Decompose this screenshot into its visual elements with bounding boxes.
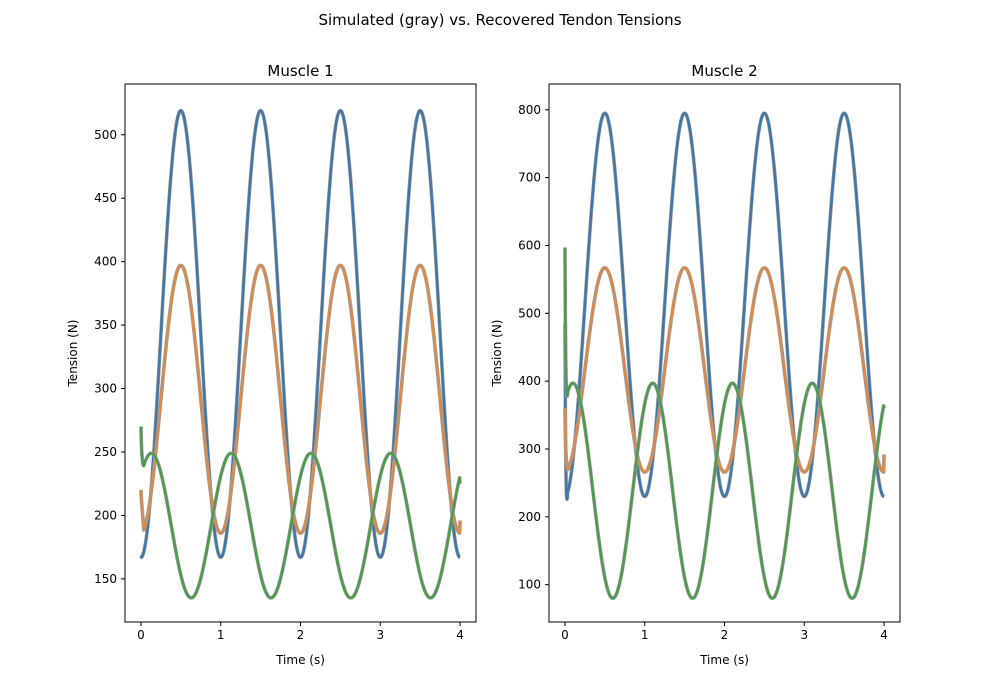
simulated-series-line-3: [563, 247, 886, 601]
recovered-series-line-3: [139, 426, 462, 600]
recovered-series-line-2: [139, 264, 462, 535]
x-tick-label: 1: [641, 628, 649, 642]
x-axis-label: Time (s): [699, 653, 749, 667]
x-tick-label: 0: [561, 628, 569, 642]
y-tick-label: 250: [94, 445, 117, 459]
y-tick-label: 500: [94, 128, 117, 142]
figure-title: Simulated (gray) vs. Recovered Tendon Te…: [318, 11, 682, 29]
x-tick-label: 1: [217, 628, 225, 642]
x-tick-label: 4: [456, 628, 464, 642]
y-tick-label: 300: [518, 442, 541, 456]
y-tick-label: 800: [518, 103, 541, 117]
y-tick-label: 150: [94, 572, 117, 586]
x-tick-label: 4: [880, 628, 888, 642]
recovered-series-line-3: [563, 247, 886, 600]
y-tick-label: 700: [518, 171, 541, 185]
simulated-series-line-1: [139, 108, 462, 560]
y-axis-label: Tension (N): [490, 320, 504, 388]
y-tick-label: 600: [518, 238, 541, 252]
x-tick-label: 2: [721, 628, 729, 642]
plot-frame: [124, 83, 477, 623]
subplot-title: Muscle 2: [691, 62, 757, 80]
y-tick-label: 400: [94, 255, 117, 269]
plot-frame: [548, 83, 901, 623]
y-tick-label: 200: [94, 508, 117, 522]
recovered-series-line-1: [563, 111, 885, 501]
chart-2: 0 1 2 3 4 100 200 300 400 500 600 700 800 Muscle 2 Tim…: [490, 62, 901, 667]
y-tick-label: 400: [518, 374, 541, 388]
y-tick-label: 350: [94, 318, 117, 332]
x-tick-label: 3: [800, 628, 808, 642]
y-tick-label: 100: [518, 578, 541, 592]
x-axis-label: Time (s): [275, 653, 325, 667]
x-tick-label: 0: [137, 628, 145, 642]
y-tick-label: 500: [518, 306, 541, 320]
y-tick-label: 450: [94, 191, 117, 205]
y-tick-label: 300: [94, 382, 117, 396]
simulated-series-line-3: [139, 426, 462, 600]
simulated-series-line-2: [139, 263, 462, 535]
simulated-series-line-1: [563, 111, 886, 501]
x-tick-label: 3: [376, 628, 384, 642]
simulated-series-line-2: [563, 266, 886, 474]
y-axis-label: Tension (N): [66, 320, 80, 388]
subplot-title: Muscle 1: [267, 62, 333, 80]
recovered-series-line-2: [563, 266, 886, 474]
y-tick-label: 200: [518, 510, 541, 524]
recovered-series-line-1: [139, 109, 461, 559]
x-tick-label: 2: [297, 628, 305, 642]
chart-1: 0 1 2 3 4 150 200 250 300 350 400 450 500 Muscle 1 Tim…: [66, 62, 477, 667]
